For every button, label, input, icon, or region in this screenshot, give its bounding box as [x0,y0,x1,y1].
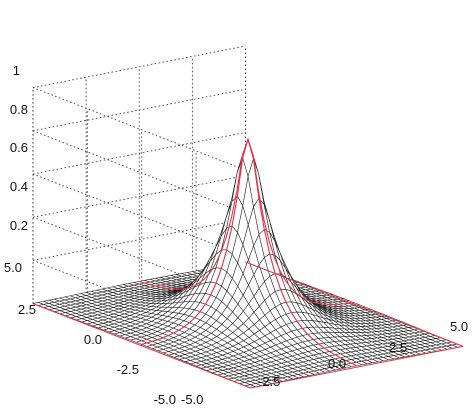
left-edge [32,303,251,389]
surface-mesh [32,138,464,389]
front-edge-y [245,261,464,347]
x-tick-label: 0.0 [328,356,346,371]
grid-line [32,45,246,89]
z-tick-label: 0.8 [10,102,28,117]
y-tick-label: 2.5 [18,302,36,317]
grid-line [32,216,251,303]
surface-ridge-lines [32,137,464,389]
y-tick-label: -5.0 [154,392,176,407]
grid-line [32,218,246,261]
x-tick-label: 5.0 [450,319,468,334]
z-tick-label: 1 [13,63,20,78]
grid-line [32,175,246,218]
grid-line [32,173,251,259]
x-tick-label: -2.5 [258,374,280,389]
z-tick-label: 0.4 [10,179,28,194]
y-tick-label: -2.5 [117,362,139,377]
grid-line [32,88,246,132]
grid-line [32,130,251,216]
z-tick-label: 0.2 [10,218,28,233]
axis-tick-labels: 1 0.8 0.6 0.4 0.2 5.0 2.5 0.0 -2.5 -5.0 … [4,63,468,407]
x-tick-label: 2.5 [389,340,407,355]
y-tick-label: 0.0 [84,332,102,347]
y-tick-label: 5.0 [4,260,22,275]
z-tick-label: 0.6 [10,140,28,155]
ridge-line-y0 [141,137,355,345]
grid-line [32,87,251,173]
front-edge-x [250,345,464,389]
x-tick-label: -5.0 [181,392,203,407]
grid-line [32,131,246,175]
